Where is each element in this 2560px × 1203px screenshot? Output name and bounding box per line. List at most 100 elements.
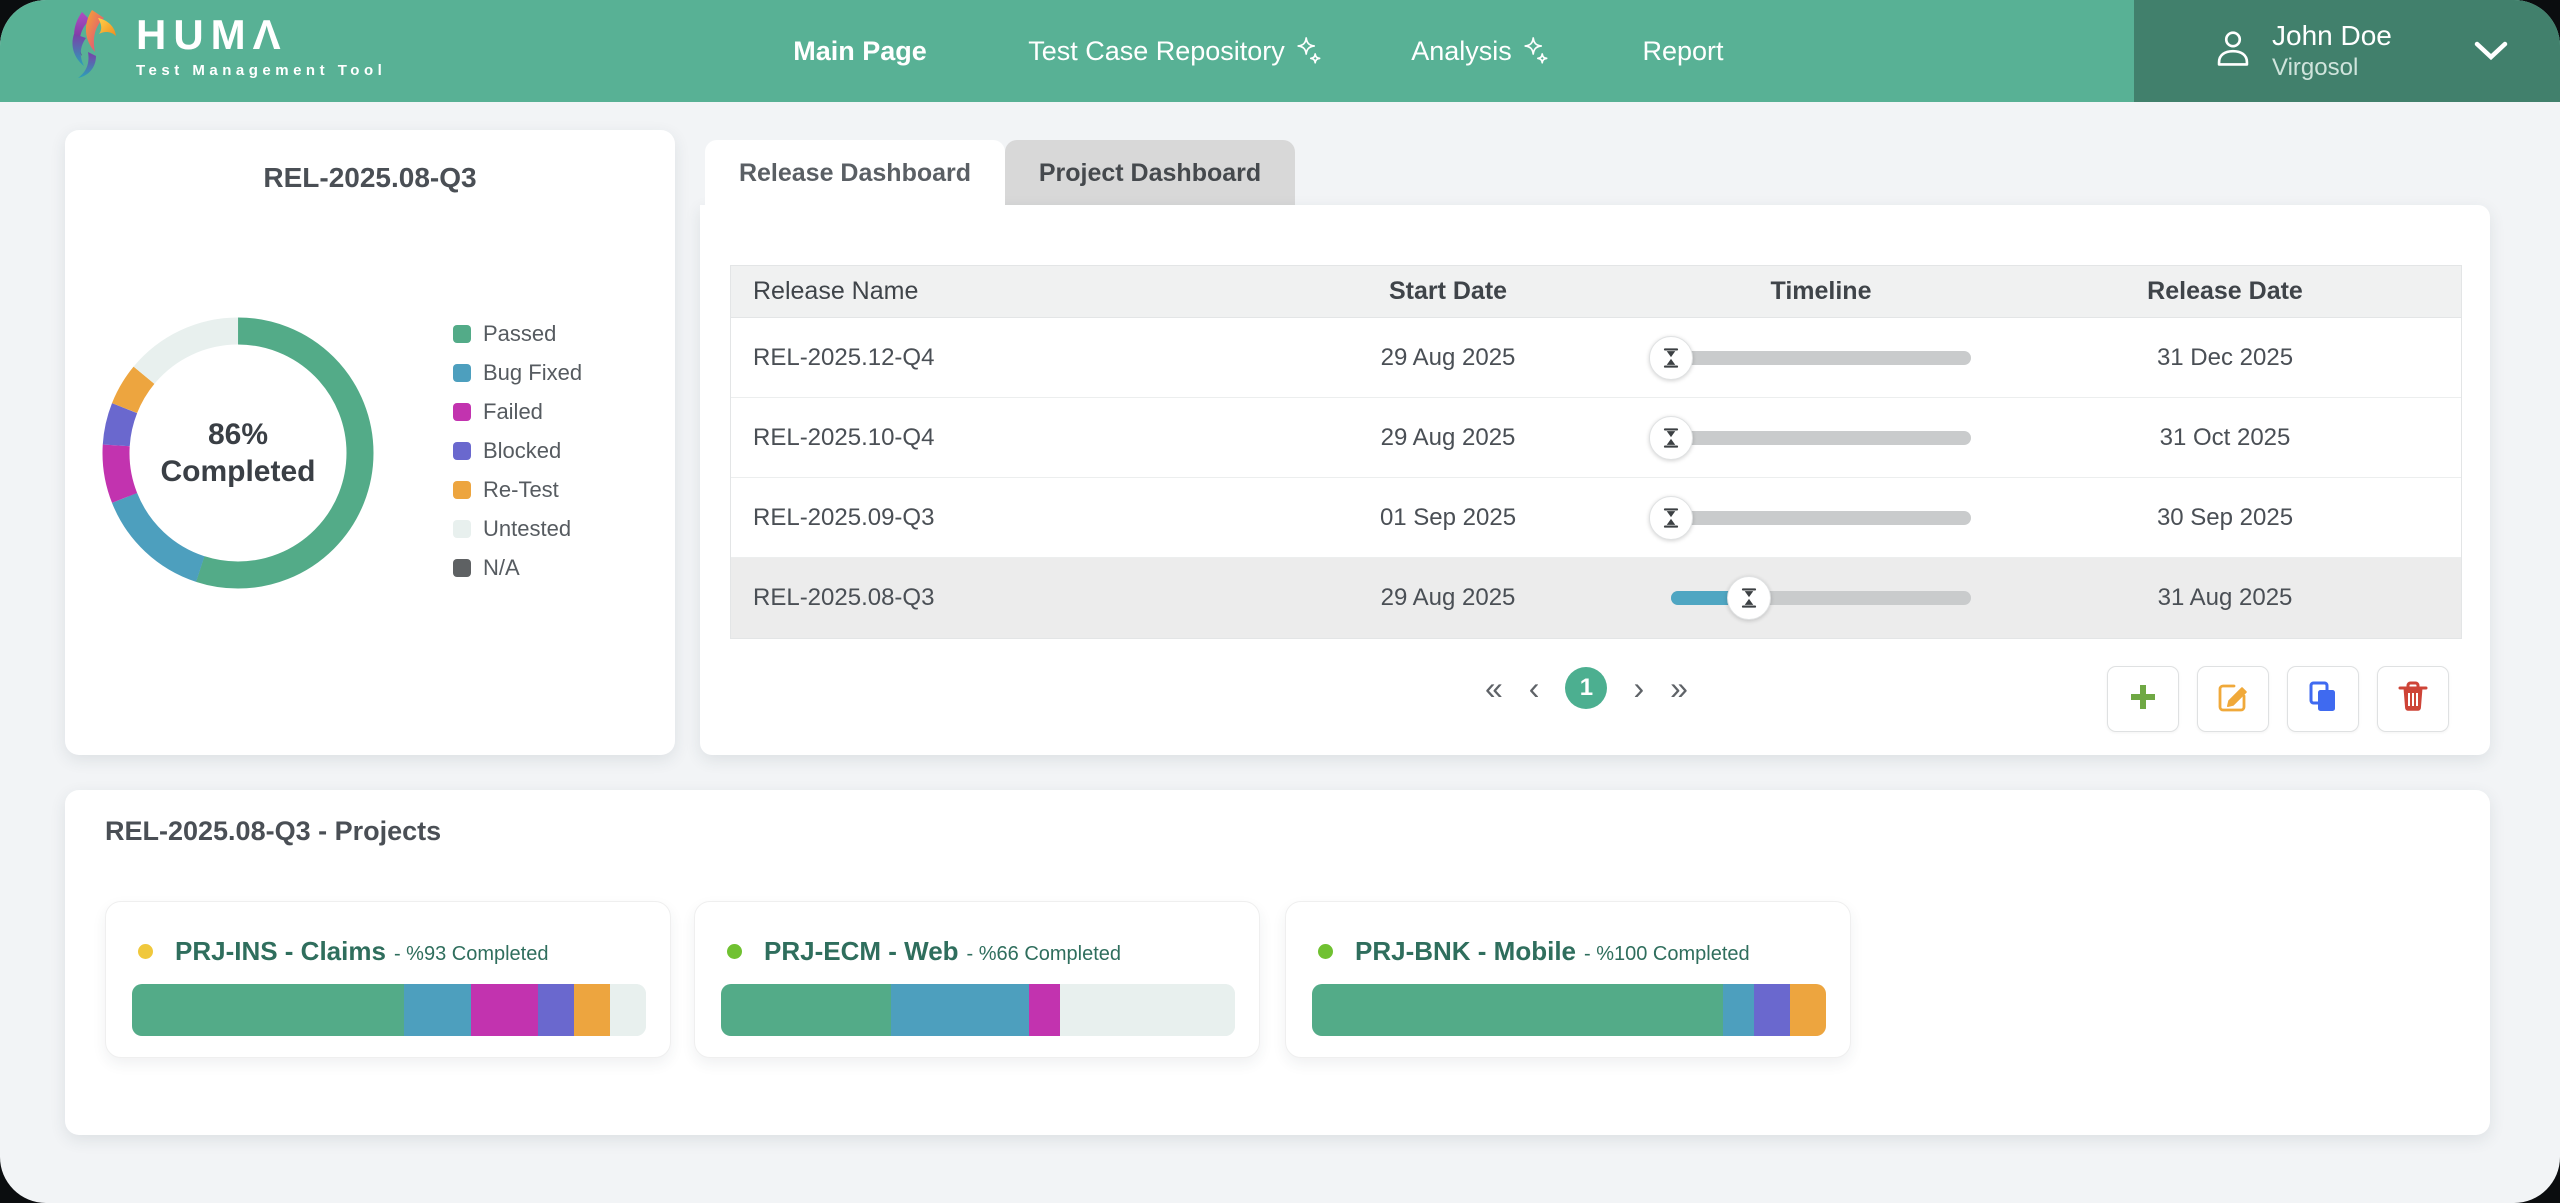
ai-sparkle-icon: [1522, 36, 1549, 67]
release-name-cell: REL-2025.12-Q4: [753, 343, 935, 371]
nav-item-test-case-repository[interactable]: Test Case Repository: [1028, 0, 1322, 102]
start-date-cell: 01 Sep 2025: [1379, 503, 1517, 531]
projects-section-card: REL-2025.08-Q3 - Projects PRJ-INS - Clai…: [65, 790, 2490, 1135]
pagination-next-button[interactable]: ›: [1633, 670, 1645, 706]
brand-logo[interactable]: HUMΛ Test Management Tool: [68, 8, 386, 85]
table-row-rel-2025-09-q3[interactable]: REL-2025.09-Q3 01 Sep 2025 30 Sep 2025: [731, 478, 2461, 558]
copy-icon: [2305, 679, 2341, 720]
table-row-rel-2025-10-q4[interactable]: REL-2025.10-Q4 29 Aug 2025 31 Oct 2025: [731, 398, 2461, 478]
bar-segment-bug-fixed: [890, 984, 1030, 1036]
table-row-rel-2025-12-q4[interactable]: REL-2025.12-Q4 29 Aug 2025 31 Dec 2025: [731, 318, 2461, 398]
project-progress-bar: [1312, 984, 1826, 1036]
release-table: Release Name Start Date Timeline Release…: [730, 265, 2462, 639]
user-menu[interactable]: John Doe Virgosol: [2134, 0, 2560, 102]
add-release-button[interactable]: [2107, 666, 2179, 732]
release-name-cell: REL-2025.09-Q3: [753, 503, 935, 531]
release-table-body: REL-2025.12-Q4 29 Aug 2025 31 Dec 2025 REL-…: [731, 318, 2461, 638]
legend-swatch: [453, 324, 471, 343]
donut-legend: Passed Bug Fixed Failed Blocked Re-Test Untes…: [453, 314, 582, 587]
phoenix-icon: [68, 8, 126, 85]
ai-sparkle-icon: [1295, 36, 1322, 67]
hourglass-marker-icon[interactable]: [1727, 576, 1771, 620]
donut-segment-blocked: [102, 317, 374, 589]
completion-donut-chart: [93, 308, 383, 598]
nav-item-label: Analysis: [1411, 35, 1512, 66]
pagination-current-page[interactable]: 1: [1565, 667, 1608, 709]
copy-release-button[interactable]: [2287, 666, 2359, 732]
timeline-slider: [1649, 495, 1971, 540]
plus-icon: [2125, 679, 2161, 720]
donut-center-value: 86%: [207, 417, 269, 451]
project-completed-percent: - %100 Completed: [1584, 943, 1750, 965]
delete-release-button[interactable]: [2377, 666, 2449, 732]
legend-label: Re-Test: [483, 476, 559, 502]
tab-project-dashboard[interactable]: Project Dashboard: [1005, 140, 1295, 206]
legend-swatch: [453, 519, 471, 538]
hourglass-marker-icon[interactable]: [1649, 415, 1693, 460]
bar-segment-bug-fixed: [1723, 984, 1755, 1036]
project-card-prj-ins-claims[interactable]: PRJ-INS - Claims - %93 Completed: [105, 901, 671, 1058]
legend-item-untested[interactable]: Untested: [453, 509, 582, 548]
project-name: PRJ-BNK - Mobile: [1355, 936, 1576, 966]
release-date-cell: 31 Aug 2025: [2157, 584, 2293, 611]
bar-segment-bug-fixed: [404, 984, 472, 1036]
tab-release-dashboard-label: Release Dashboard: [738, 158, 972, 187]
bar-segment-untested: [1060, 984, 1235, 1036]
nav-item-label: Report: [1642, 35, 1724, 66]
bar-segment-blocked: [1754, 984, 1790, 1036]
chevron-down-icon[interactable]: [2474, 40, 2508, 67]
brand-text: HUMΛ Test Management Tool: [136, 14, 386, 80]
pagination-first-button[interactable]: «: [1485, 670, 1503, 706]
legend-swatch: [453, 363, 471, 382]
column-header-release-date: Release Date: [2147, 277, 2303, 305]
pagination-prev-button[interactable]: ‹: [1528, 670, 1540, 706]
legend-label: Bug Fixed: [483, 359, 583, 385]
trash-icon: [2395, 679, 2431, 720]
nav-item-report[interactable]: Report: [1642, 0, 1723, 102]
bar-segment-passed: [721, 984, 891, 1036]
project-name: PRJ-ECM - Web: [764, 936, 959, 966]
start-date-cell: 29 Aug 2025: [1380, 343, 1516, 371]
project-card-prj-bnk-mobile[interactable]: PRJ-BNK - Mobile - %100 Completed: [1285, 901, 1851, 1058]
project-card-header: PRJ-INS - Claims - %93 Completed: [138, 936, 548, 967]
hourglass-marker-icon[interactable]: [1649, 335, 1693, 380]
timeline-cell: [1649, 335, 1987, 380]
donut-center-label: Completed: [160, 455, 316, 488]
timeline-slider: [1649, 415, 1971, 460]
timeline-cell: [1649, 495, 1987, 540]
column-header-timeline: Timeline: [1770, 277, 1872, 305]
release-date-cell: 31 Dec 2025: [2156, 343, 2294, 371]
tab-release-dashboard[interactable]: Release Dashboard: [705, 140, 1005, 206]
release-name-cell: REL-2025.08-Q3: [753, 584, 935, 611]
project-card-header: PRJ-ECM - Web - %66 Completed: [727, 936, 1121, 967]
table-row-rel-2025-08-q3[interactable]: REL-2025.08-Q3 29 Aug 2025 31 Aug 2025: [731, 558, 2461, 638]
timeline-cell: [1649, 415, 1987, 460]
table-actions: [2107, 666, 2449, 732]
project-completed-percent: - %93 Completed: [393, 943, 549, 965]
timeline-cell: [1655, 576, 1987, 620]
legend-item-blocked[interactable]: Blocked: [453, 431, 582, 470]
release-table-card: Release Name Start Date Timeline Release…: [700, 205, 2490, 755]
legend-item-n-a[interactable]: N/A: [453, 548, 582, 587]
legend-item-passed[interactable]: Passed: [453, 314, 582, 353]
legend-swatch: [453, 402, 471, 421]
legend-item-re-test[interactable]: Re-Test: [453, 470, 582, 509]
legend-label: Blocked: [483, 437, 562, 463]
bar-segment-re-test: [1789, 984, 1826, 1036]
pagination-last-button[interactable]: »: [1670, 670, 1688, 706]
edit-release-button[interactable]: [2197, 666, 2269, 732]
nav-item-analysis[interactable]: Analysis: [1411, 0, 1549, 102]
user-name: John Doe: [2272, 20, 2392, 51]
project-status-dot: [138, 944, 153, 959]
bar-segment-untested: [609, 984, 646, 1036]
legend-item-failed[interactable]: Failed: [453, 392, 582, 431]
user-texts: John Doe Virgosol: [2272, 20, 2392, 82]
release-table-header: Release Name Start Date Timeline Release…: [731, 266, 2461, 318]
bar-segment-passed: [1312, 984, 1724, 1036]
hourglass-marker-icon[interactable]: [1649, 495, 1693, 540]
project-card-prj-ecm-web[interactable]: PRJ-ECM - Web - %66 Completed: [694, 901, 1260, 1058]
nav-item-main-page[interactable]: Main Page: [793, 0, 927, 102]
legend-item-bug-fixed[interactable]: Bug Fixed: [453, 353, 582, 392]
donut-center-text: 86% Completed: [93, 308, 383, 598]
timeline-slider: [1649, 335, 1971, 380]
